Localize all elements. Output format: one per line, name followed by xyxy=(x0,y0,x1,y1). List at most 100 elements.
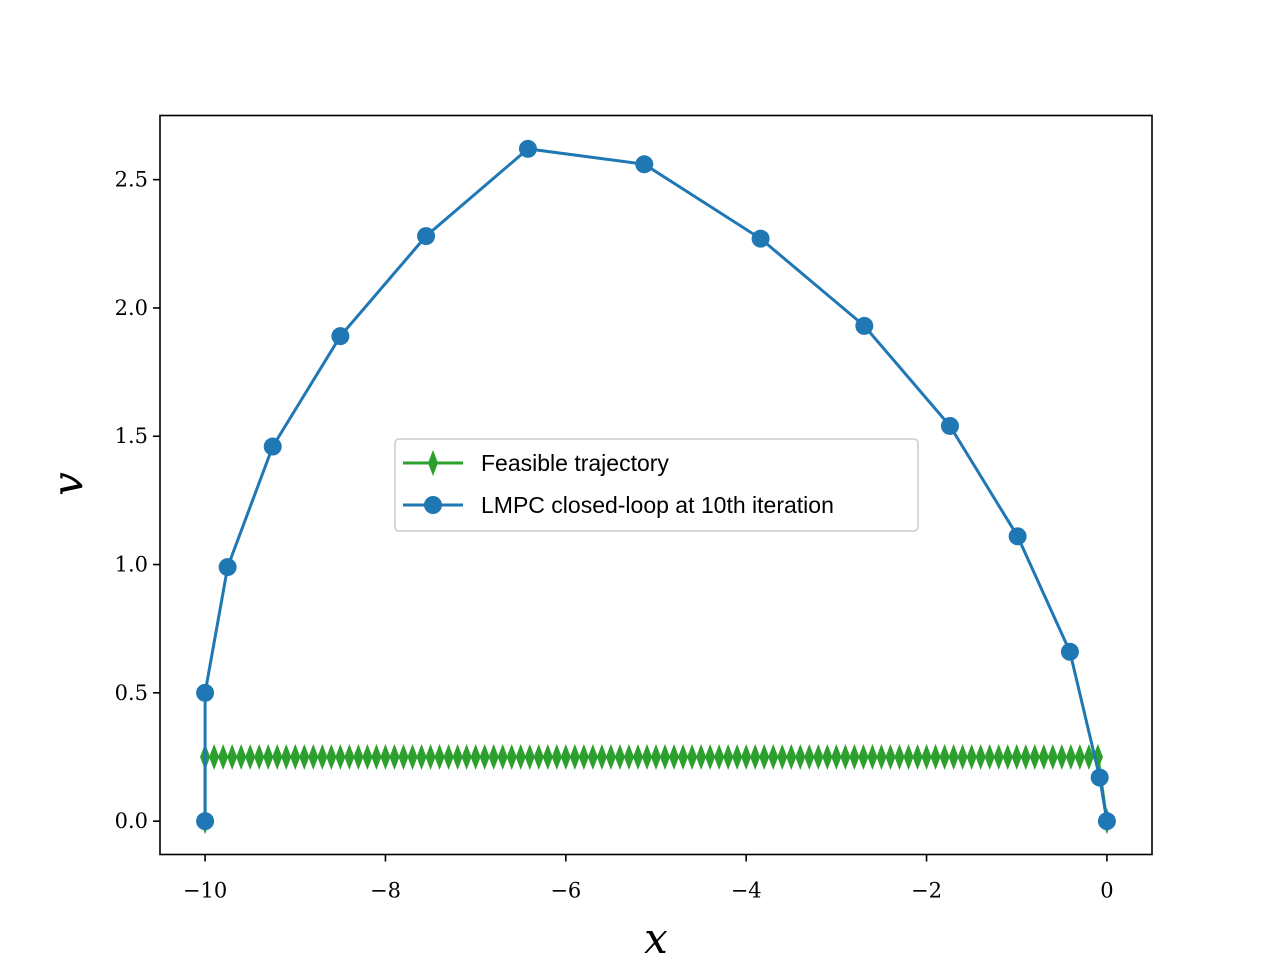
y-tick-label: 2.0 xyxy=(115,296,148,320)
legend-entry-feasible: Feasible trajectory xyxy=(403,450,669,476)
feasible-trajectory-point xyxy=(1083,743,1094,770)
feasible-trajectory-point xyxy=(795,743,806,770)
feasible-trajectory-point xyxy=(975,743,986,770)
feasible-trajectory-point xyxy=(777,743,788,770)
feasible-trajectory-point xyxy=(479,743,490,770)
feasible-trajectory-point xyxy=(1038,743,1049,770)
feasible-trajectory-point xyxy=(542,743,553,770)
legend-label-lmpc: LMPC closed-loop at 10th iteration xyxy=(481,492,834,518)
feasible-trajectory-point xyxy=(218,743,229,770)
lmpc-closed-loop-point xyxy=(196,683,215,702)
y-tick-label: 0.0 xyxy=(115,809,148,833)
lmpc-closed-loop-point xyxy=(940,416,959,435)
feasible-trajectory-point xyxy=(741,743,752,770)
feasible-trajectory-point xyxy=(858,743,869,770)
lmpc-closed-loop-point xyxy=(1008,527,1027,546)
feasible-trajectory-point xyxy=(1020,743,1031,770)
feasible-trajectory-point xyxy=(723,743,734,770)
feasible-trajectory-point xyxy=(380,743,391,770)
feasible-trajectory-point xyxy=(362,743,373,770)
feasible-trajectory-point xyxy=(407,743,418,770)
feasible-trajectory-point xyxy=(804,743,815,770)
feasible-trajectory-point xyxy=(290,743,301,770)
feasible-trajectory-point xyxy=(786,743,797,770)
feasible-trajectory-point xyxy=(452,743,463,770)
feasible-trajectory-point xyxy=(623,743,634,770)
lmpc-closed-loop-point xyxy=(196,812,215,831)
x-tick-label: −6 xyxy=(550,879,581,903)
feasible-trajectory-point xyxy=(560,743,571,770)
feasible-trajectory-point xyxy=(867,743,878,770)
x-tick-label: −10 xyxy=(183,879,227,903)
feasible-trajectory-point xyxy=(398,743,409,770)
legend-label-feasible: Feasible trajectory xyxy=(481,450,669,476)
feasible-trajectory-point xyxy=(957,743,968,770)
lmpc-closed-loop-point xyxy=(1060,642,1079,661)
feasible-trajectory-point xyxy=(948,743,959,770)
plot-frame xyxy=(159,114,1153,856)
feasible-trajectory-point xyxy=(912,743,923,770)
feasible-trajectory-point xyxy=(587,743,598,770)
feasible-trajectory-point xyxy=(461,743,472,770)
x-axis: −10 −8 −6 −4 −2 0 xyxy=(183,854,1114,903)
feasible-trajectory-point xyxy=(705,743,716,770)
feasible-trajectory-point xyxy=(984,743,995,770)
feasible-trajectory-point xyxy=(209,743,220,770)
feasible-trajectory-point xyxy=(813,743,824,770)
feasible-trajectory-point xyxy=(660,743,671,770)
feasible-trajectory-point xyxy=(1047,743,1058,770)
feasible-trajectory-point xyxy=(768,743,779,770)
feasible-trajectory-point xyxy=(308,743,319,770)
feasible-trajectory-point xyxy=(371,743,382,770)
feasible-trajectory-point xyxy=(687,743,698,770)
feasible-trajectory-point xyxy=(326,743,337,770)
series-layer xyxy=(196,139,1116,835)
feasible-trajectory-point xyxy=(1011,743,1022,770)
series-feasible-trajectory xyxy=(200,743,1112,835)
feasible-trajectory-point xyxy=(966,743,977,770)
feasible-trajectory-point xyxy=(254,743,265,770)
feasible-trajectory-point xyxy=(317,743,328,770)
feasible-trajectory-point xyxy=(1002,743,1013,770)
feasible-trajectory-point xyxy=(750,743,761,770)
feasible-trajectory-point xyxy=(506,743,517,770)
lmpc-closed-loop-point xyxy=(518,139,537,158)
series-lmpc-closed-loop xyxy=(196,139,1116,831)
feasible-trajectory-point xyxy=(434,743,445,770)
feasible-trajectory-point xyxy=(614,743,625,770)
feasible-trajectory-point xyxy=(993,743,1004,770)
feasible-trajectory-point xyxy=(605,743,616,770)
feasible-trajectory-point xyxy=(894,743,905,770)
feasible-trajectory-point xyxy=(930,743,941,770)
feasible-trajectory-point xyxy=(425,743,436,770)
feasible-trajectory-point xyxy=(696,743,707,770)
feasible-trajectory-point xyxy=(714,743,725,770)
lmpc-closed-loop-point xyxy=(417,227,436,246)
x-tick-label: −2 xyxy=(911,879,942,903)
feasible-trajectory-point xyxy=(885,743,896,770)
legend-entry-lmpc: LMPC closed-loop at 10th iteration xyxy=(403,492,834,518)
feasible-trajectory-point xyxy=(569,743,580,770)
feasible-trajectory-point xyxy=(353,743,364,770)
lmpc-closed-loop-point xyxy=(1097,812,1116,831)
feasible-trajectory-point xyxy=(281,743,292,770)
feasible-trajectory-point xyxy=(678,743,689,770)
lmpc-closed-loop-point xyxy=(635,155,654,174)
feasible-trajectory-point xyxy=(1029,743,1040,770)
lmpc-closed-loop-point xyxy=(855,316,874,335)
y-tick-label: 2.5 xyxy=(115,168,148,192)
lmpc-closed-loop-point xyxy=(263,437,282,456)
lmpc-closed-loop-point xyxy=(751,229,770,248)
feasible-trajectory-point xyxy=(1065,743,1076,770)
feasible-trajectory-point xyxy=(632,743,643,770)
y-axis: 0.0 0.5 1.0 1.5 2.0 2.5 xyxy=(115,168,160,833)
x-tick-label: 0 xyxy=(1100,879,1113,903)
feasible-trajectory-point xyxy=(921,743,932,770)
feasible-trajectory-point xyxy=(335,743,346,770)
feasible-trajectory-point xyxy=(1056,743,1067,770)
feasible-trajectory-point xyxy=(641,743,652,770)
feasible-trajectory-point xyxy=(903,743,914,770)
feasible-trajectory-point xyxy=(236,743,247,770)
feasible-trajectory-point xyxy=(578,743,589,770)
